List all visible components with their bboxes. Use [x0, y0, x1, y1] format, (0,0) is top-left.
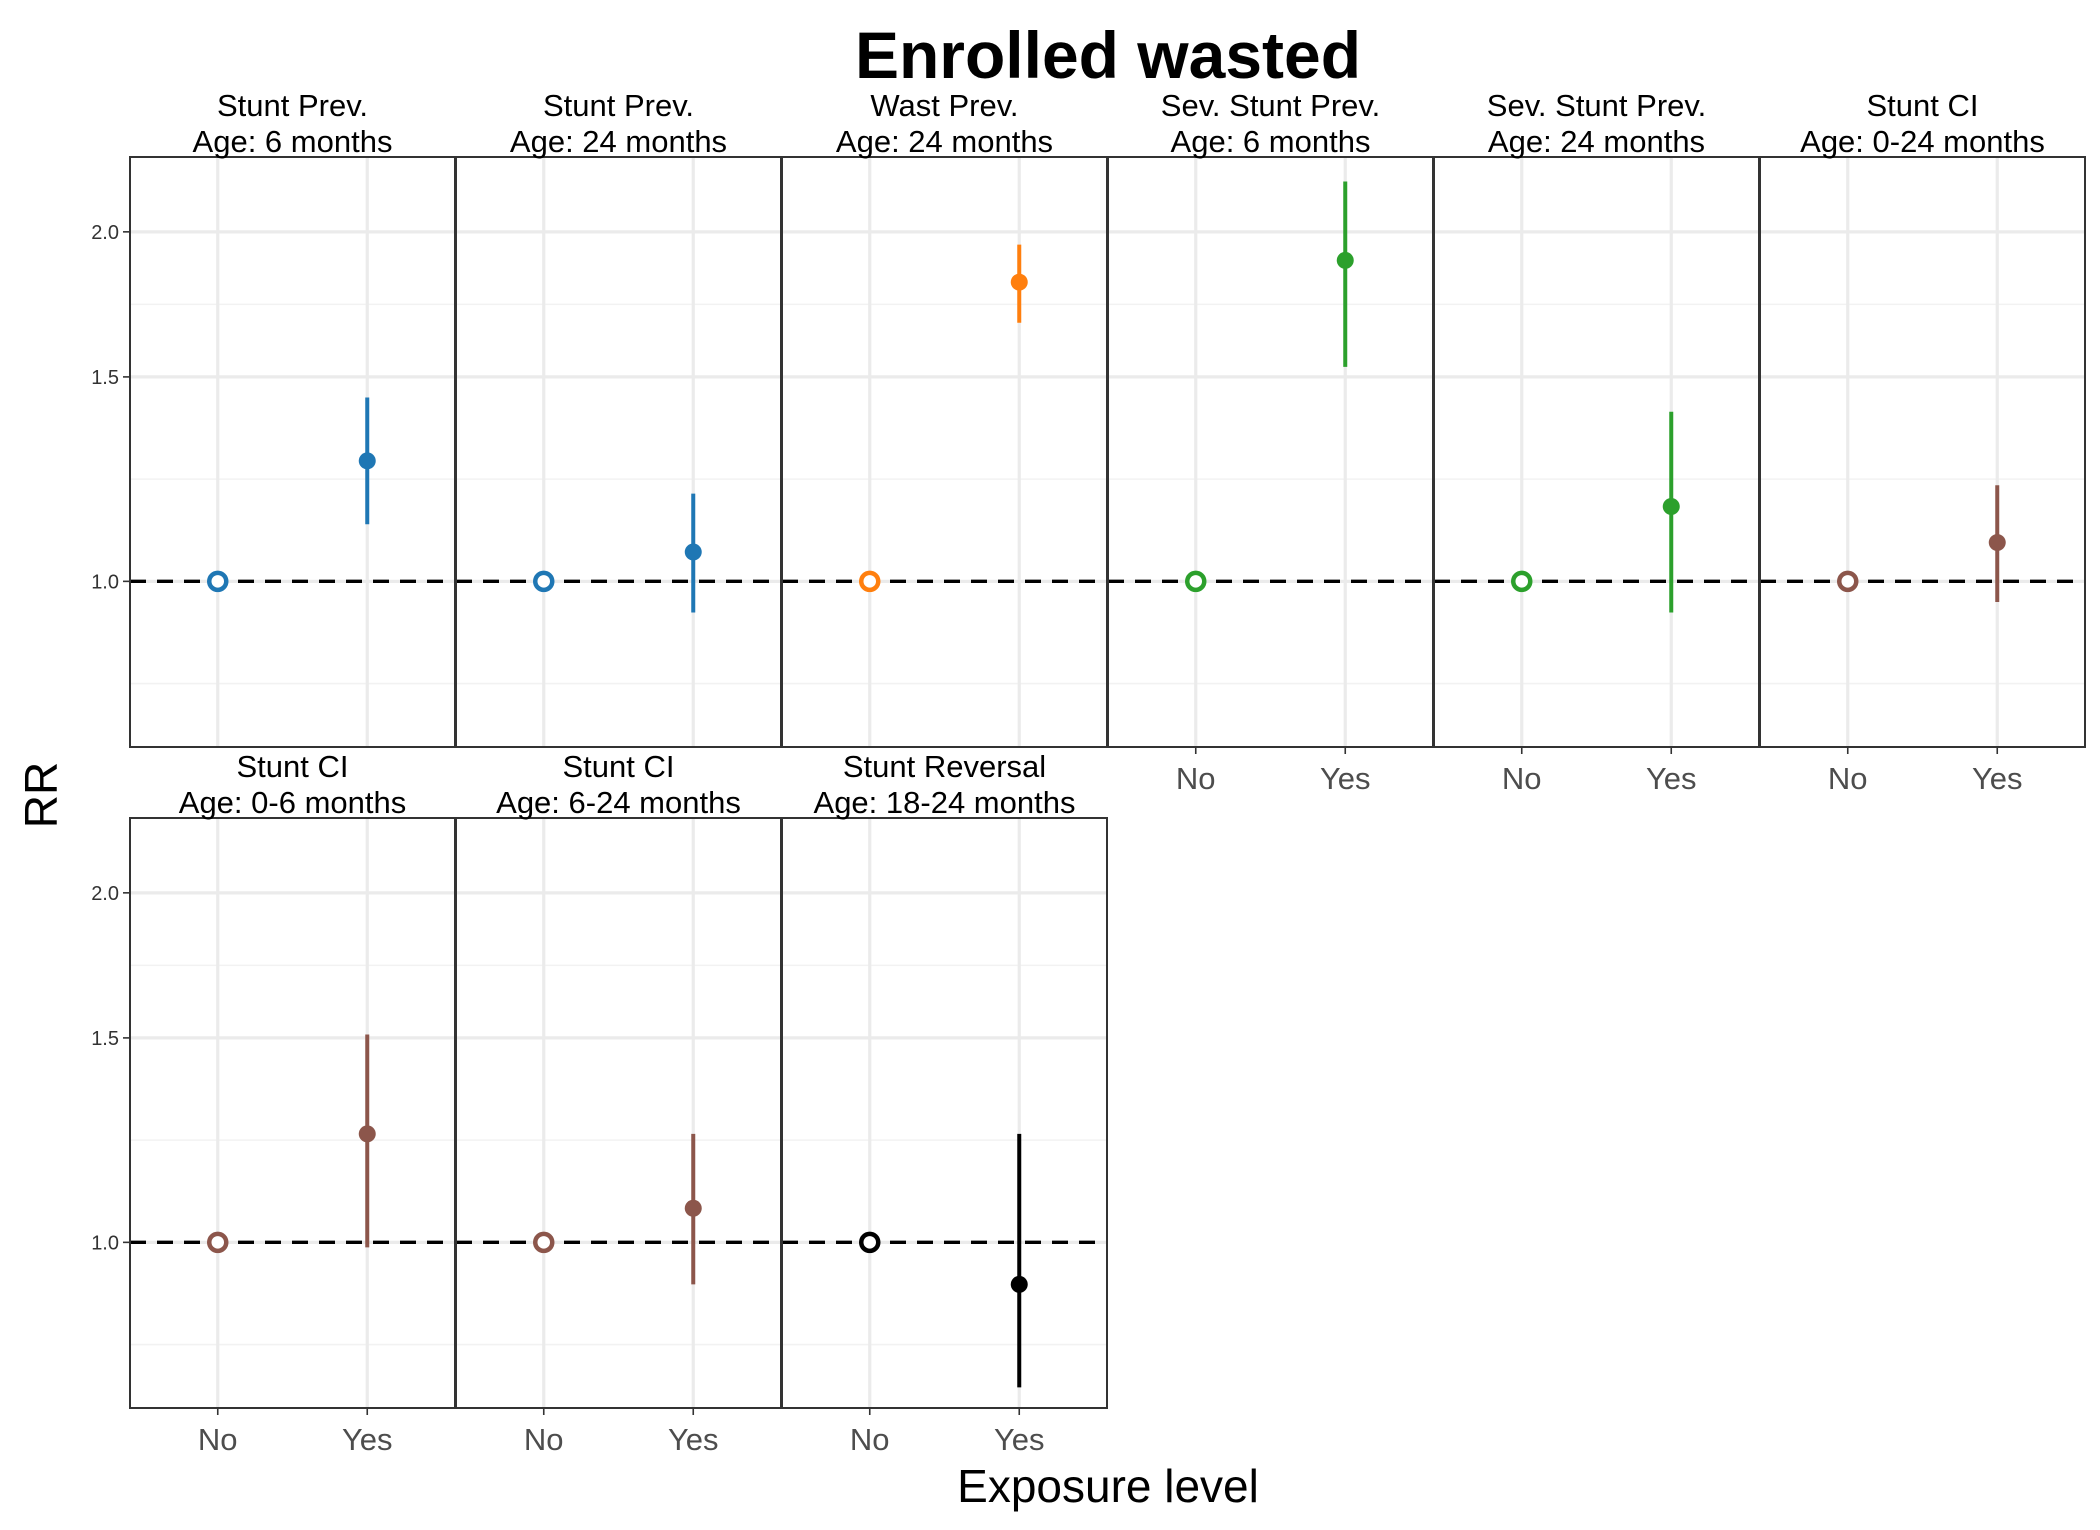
- panel-border: [455, 817, 782, 1409]
- estimate-point: [1010, 1275, 1028, 1293]
- estimate-point: [1988, 534, 2006, 552]
- reference-point: [859, 570, 881, 593]
- x-axis-title: Exposure level: [957, 1460, 1259, 1512]
- reference-point: [533, 1231, 555, 1254]
- x-tick-label: Yes: [1972, 761, 2023, 796]
- reference-point: [533, 570, 555, 593]
- strip-label-age: Age: 0-6 months: [179, 785, 406, 820]
- strip-label-outcome: Stunt CI: [1867, 88, 1979, 123]
- strip-label-outcome: Stunt CI: [563, 749, 675, 784]
- strip-label-outcome: Wast Prev.: [870, 88, 1018, 123]
- y-tick-label: 1.0: [91, 571, 119, 593]
- estimate-point: [1662, 498, 1680, 516]
- reference-point: [1185, 570, 1207, 593]
- facet-panel: Stunt Prev.Age: 24 months: [455, 88, 782, 748]
- facet-panel: Wast Prev.Age: 24 months: [781, 88, 1108, 748]
- y-tick-label: 1.5: [91, 1028, 119, 1050]
- chart-title: Enrolled wasted: [855, 18, 1361, 92]
- estimate-point: [1336, 251, 1354, 269]
- reference-point: [1837, 570, 1859, 593]
- strip-label-outcome: Sev. Stunt Prev.: [1487, 88, 1706, 123]
- x-tick-label: No: [1828, 761, 1868, 796]
- estimate-point: [358, 452, 376, 470]
- panel-border: [781, 156, 1108, 748]
- x-tick-label: Yes: [668, 1422, 719, 1457]
- x-tick-label: Yes: [1646, 761, 1697, 796]
- y-axis-title: RR: [15, 762, 67, 828]
- strip-label-age: Age: 6 months: [1171, 124, 1371, 159]
- x-tick-label: Yes: [1320, 761, 1371, 796]
- panel-border: [1433, 156, 1760, 748]
- facet-panel: Sev. Stunt Prev.Age: 24 months No Yes: [1433, 88, 1760, 796]
- y-tick-label: 1.0: [91, 1232, 119, 1254]
- strip-label-outcome: Stunt CI: [237, 749, 349, 784]
- panel-border: [455, 156, 782, 748]
- x-tick-label: No: [1176, 761, 1216, 796]
- panel-border: [1107, 156, 1434, 748]
- y-tick-label: 1.5: [91, 367, 119, 389]
- panel-border: [1759, 156, 2086, 748]
- reference-point: [207, 1231, 229, 1254]
- estimate-point: [684, 543, 702, 561]
- strip-label-age: Age: 6 months: [193, 124, 393, 159]
- strip-label-outcome: Stunt Prev.: [543, 88, 694, 123]
- x-tick-label: No: [850, 1422, 890, 1457]
- strip-label-outcome: Stunt Prev.: [217, 88, 368, 123]
- x-tick-label: Yes: [994, 1422, 1045, 1457]
- strip-label-outcome: Sev. Stunt Prev.: [1161, 88, 1380, 123]
- y-tick-label: 2.0: [91, 883, 119, 905]
- facet-panel: Sev. Stunt Prev.Age: 6 months No Yes: [1107, 88, 1434, 796]
- x-tick-label: No: [1502, 761, 1542, 796]
- estimate-point: [358, 1125, 376, 1143]
- facet-panel: Stunt Prev.Age: 6 months 1.0 1.5 2.0: [91, 88, 456, 748]
- x-tick-label: No: [198, 1422, 238, 1457]
- strip-label-age: Age: 24 months: [836, 124, 1053, 159]
- panel-border: [129, 156, 456, 748]
- estimate-point: [1010, 273, 1028, 291]
- estimate-point: [684, 1199, 702, 1217]
- reference-point: [859, 1231, 881, 1254]
- strip-label-age: Age: 24 months: [1488, 124, 1705, 159]
- strip-label-age: Age: 6-24 months: [496, 785, 741, 820]
- strip-label-age: Age: 0-24 months: [1800, 124, 2045, 159]
- strip-label-age: Age: 18-24 months: [814, 785, 1076, 820]
- x-tick-label: No: [524, 1422, 564, 1457]
- strip-label-age: Age: 24 months: [510, 124, 727, 159]
- strip-label-outcome: Stunt Reversal: [843, 749, 1046, 784]
- panel-border: [781, 817, 1108, 1409]
- reference-point: [207, 570, 229, 593]
- x-tick-label: Yes: [342, 1422, 393, 1457]
- panel-border: [129, 817, 456, 1409]
- y-tick-label: 2.0: [91, 222, 119, 244]
- reference-point: [1511, 570, 1533, 593]
